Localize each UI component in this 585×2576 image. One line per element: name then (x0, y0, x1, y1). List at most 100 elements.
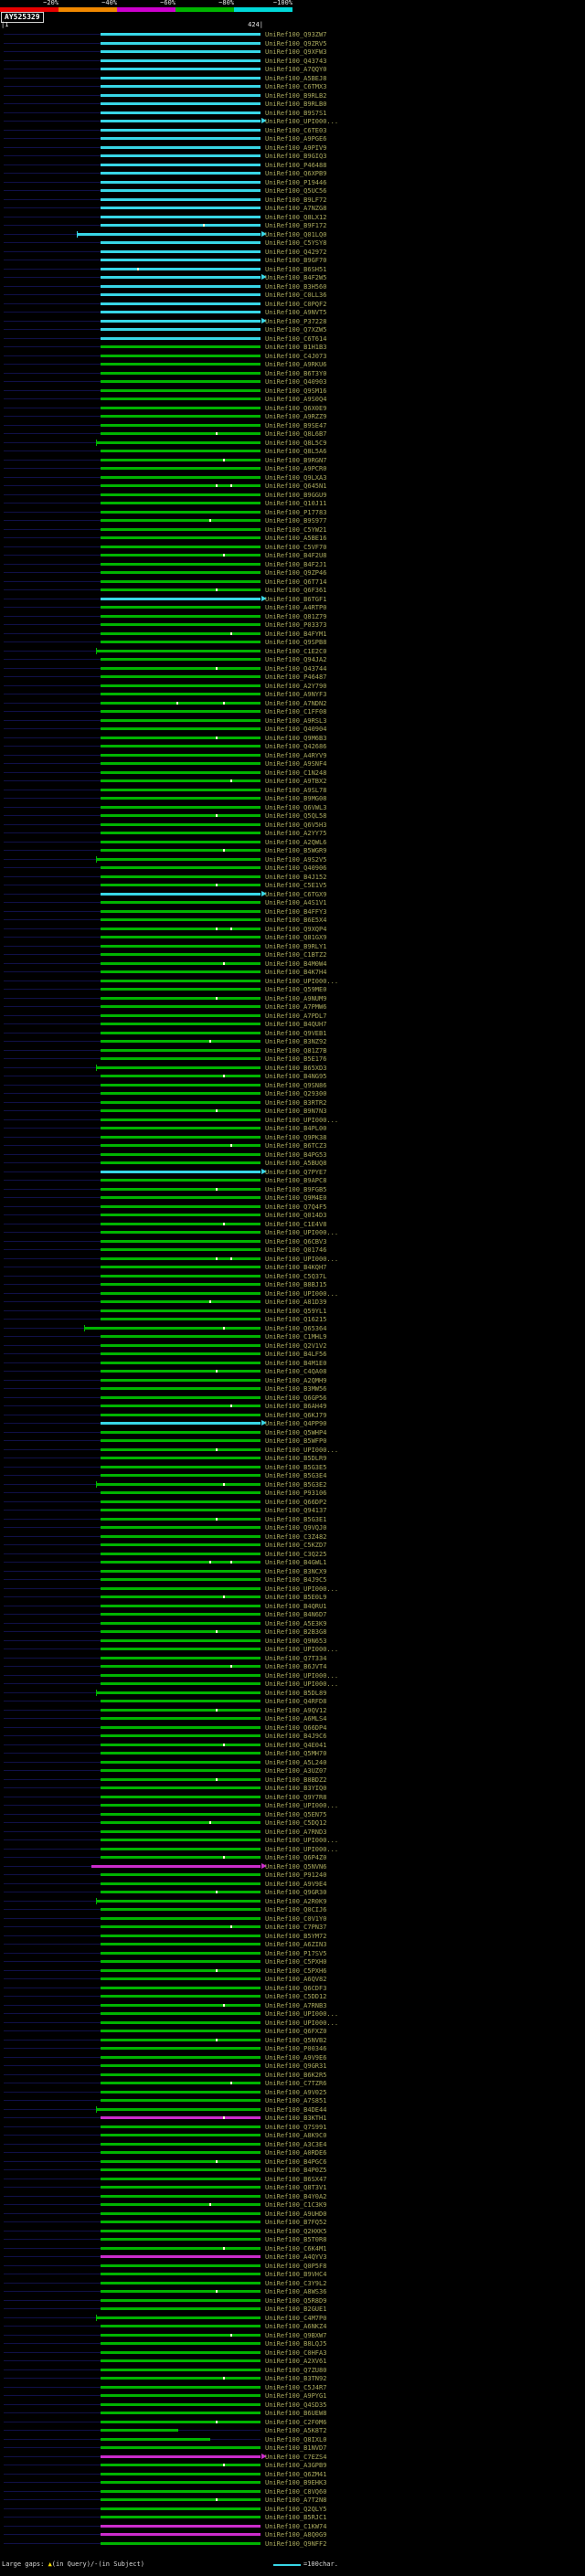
hit-accession[interactable]: UniRef100_A4S1V1 (265, 899, 327, 906)
hit-accession[interactable]: UniRef100_C0PQF2 (265, 300, 327, 308)
alignment-bar[interactable] (101, 2420, 261, 2423)
hit-accession[interactable]: UniRef100_A2QWL6 (265, 838, 327, 846)
alignment-bar[interactable] (101, 961, 261, 965)
alignment-bar[interactable] (101, 2194, 261, 2198)
hit-row[interactable]: UniRef100_B9GF70 (0, 256, 585, 265)
hit-accession[interactable]: UniRef100_Q6FXZ0 (265, 2028, 327, 2035)
alignment-bar[interactable] (101, 145, 261, 149)
alignment-bar[interactable] (97, 649, 261, 652)
hit-row[interactable]: UniRef100_P17783 (0, 508, 585, 517)
alignment-bar[interactable] (101, 2385, 261, 2389)
hit-accession[interactable]: UniRef100_B5YM72 (265, 1932, 327, 1940)
alignment-bar[interactable] (101, 1700, 261, 1702)
alignment-bar[interactable] (101, 1439, 261, 1442)
alignment-bar[interactable] (101, 267, 261, 270)
hit-accession[interactable]: UniRef100_B3MW56 (265, 1385, 327, 1393)
hit-accession[interactable]: UniRef100_C5YSY8 (265, 239, 327, 247)
hit-row[interactable]: UniRef100_C1N248 (0, 769, 585, 778)
hit-row[interactable]: UniRef100_C0HFA3 (0, 2348, 585, 2358)
hit-accession[interactable]: UniRef100_C1E4V8 (265, 1220, 327, 1228)
alignment-bar[interactable] (101, 2333, 261, 2337)
hit-accession[interactable]: UniRef100_Q5WHP4 (265, 1428, 327, 1436)
hit-row[interactable]: UniRef100_Q4PP90 (0, 1419, 585, 1428)
alignment-bar[interactable] (101, 1960, 261, 1963)
hit-row[interactable]: UniRef100_A9RKU6 (0, 360, 585, 369)
alignment-bar[interactable] (101, 832, 261, 834)
hit-accession[interactable]: UniRef100_UPI000... (265, 1585, 339, 1593)
alignment-bar[interactable] (101, 276, 261, 279)
hit-row[interactable]: UniRef100_B4J9C5 (0, 1575, 585, 1585)
alignment-bar[interactable] (101, 1752, 261, 1754)
hit-accession[interactable]: UniRef100_Q8L6B7 (265, 430, 327, 438)
hit-row[interactable]: UniRef100_UPI000... (0, 1446, 585, 1455)
alignment-bar[interactable] (101, 2003, 261, 2007)
hit-accession[interactable]: UniRef100_UPI000... (265, 1446, 339, 1454)
hit-row[interactable]: UniRef100_Q94137 (0, 1506, 585, 1515)
alignment-bar[interactable] (101, 1474, 261, 1477)
hit-row[interactable]: UniRef100_P03373 (0, 620, 585, 630)
hit-accession[interactable]: UniRef100_B6T3Y0 (265, 369, 327, 377)
alignment-bar[interactable] (101, 1604, 261, 1607)
hit-row[interactable]: UniRef100_C3Q225 (0, 1550, 585, 1559)
hit-accession[interactable]: UniRef100_B4F2W5 (265, 274, 327, 281)
alignment-bar[interactable] (78, 232, 261, 236)
hit-row[interactable]: UniRef100_A7QQY0 (0, 65, 585, 74)
alignment-bar[interactable] (101, 1951, 261, 1955)
hit-row[interactable]: UniRef100_Q8T3V1 (0, 2183, 585, 2192)
hit-row[interactable]: UniRef100_P00346 (0, 2044, 585, 2053)
hit-accession[interactable]: UniRef100_Q4SD35 (265, 2401, 327, 2409)
hit-accession[interactable]: UniRef100_Q8T3V1 (265, 2184, 327, 2191)
hit-accession[interactable]: UniRef100_Q645N1 (265, 482, 327, 490)
hit-accession[interactable]: UniRef100_Q6GP56 (265, 1394, 327, 1402)
alignment-bar[interactable] (101, 1152, 261, 1156)
hit-row[interactable]: UniRef100_B9GGU9 (0, 491, 585, 500)
alignment-bar[interactable] (101, 562, 261, 566)
hit-row[interactable]: UniRef100_B4F2J1 (0, 560, 585, 569)
hit-accession[interactable]: UniRef100_UPI000... (265, 1646, 339, 1653)
alignment-bar[interactable] (101, 631, 261, 635)
hit-accession[interactable]: UniRef100_B6SX47 (265, 2175, 327, 2183)
alignment-bar[interactable] (101, 1708, 261, 1712)
hit-accession[interactable]: UniRef100_Q7T334 (265, 1654, 327, 1662)
hit-accession[interactable]: UniRef100_B6TGF1 (265, 595, 327, 603)
alignment-bar[interactable] (101, 1943, 261, 1945)
alignment-bar[interactable] (101, 597, 261, 600)
alignment-bar[interactable] (101, 493, 261, 496)
hit-accession[interactable]: UniRef100_C6K4M1 (265, 2244, 327, 2253)
hit-row[interactable]: UniRef100_C1FF08 (0, 707, 585, 716)
alignment-bar[interactable] (101, 2298, 261, 2302)
hit-row[interactable]: UniRef100_C5PXH6 (0, 1966, 585, 1976)
alignment-bar[interactable] (101, 2446, 261, 2449)
hit-accession[interactable]: UniRef100_Q6CDF3 (265, 1984, 327, 1992)
hit-accession[interactable]: UniRef100_A2YY75 (265, 830, 327, 837)
hit-row[interactable]: UniRef100_C5Q37L (0, 1272, 585, 1281)
hit-row[interactable]: UniRef100_C7PN37 (0, 1923, 585, 1932)
hit-accession[interactable]: UniRef100_C5E1V5 (265, 882, 327, 889)
hit-accession[interactable]: UniRef100_B6JVT4 (265, 1663, 327, 1670)
hit-row[interactable]: UniRef100_Q9PK38 (0, 1133, 585, 1142)
hit-accession[interactable]: UniRef100_B2B3G8 (265, 1628, 327, 1636)
hit-row[interactable]: UniRef100_A9NVT5 (0, 308, 585, 317)
hit-row[interactable]: UniRef100_A5L240 (0, 1758, 585, 1767)
hit-row[interactable]: UniRef100_Q2HXK5 (0, 2227, 585, 2236)
hit-accession[interactable]: UniRef100_B3H560 (265, 282, 327, 291)
alignment-bar[interactable] (101, 1204, 261, 1208)
alignment-bar[interactable] (101, 927, 261, 930)
alignment-bar[interactable] (101, 1447, 261, 1451)
hit-row[interactable]: UniRef100_Q6GP56 (0, 1394, 585, 1403)
hit-row[interactable]: UniRef100_A0RDE6 (0, 2148, 585, 2157)
alignment-bar[interactable] (101, 302, 261, 305)
hit-accession[interactable]: UniRef100_Q10J11 (265, 500, 327, 507)
alignment-bar[interactable] (101, 180, 261, 184)
alignment-bar[interactable] (101, 189, 261, 192)
hit-accession[interactable]: UniRef100_Q5NVN6 (265, 1862, 327, 1871)
alignment-bar[interactable] (101, 1430, 261, 1434)
hit-row[interactable]: UniRef100_A5K8T2 (0, 2426, 585, 2435)
alignment-bar[interactable] (101, 1457, 261, 1459)
alignment-bar[interactable] (101, 2186, 261, 2189)
alignment-bar[interactable] (101, 1743, 261, 1746)
hit-accession[interactable]: UniRef100_Q9GR30 (265, 1889, 327, 1896)
hit-accession[interactable]: UniRef100_C5PXH6 (265, 1966, 327, 1975)
alignment-bar[interactable] (101, 614, 261, 618)
alignment-bar[interactable] (101, 1804, 261, 1807)
